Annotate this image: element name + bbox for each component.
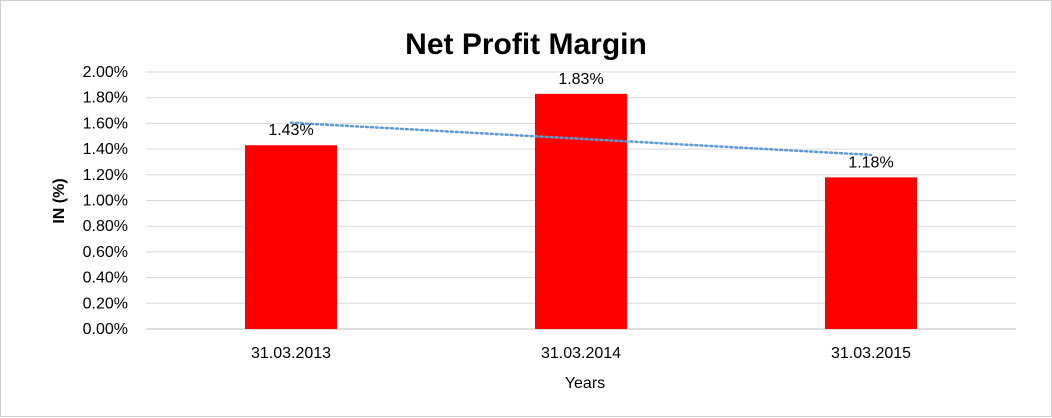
y-tick-label: 1.20% [83,167,128,184]
x-tick-label: 31.03.2014 [541,345,621,362]
bar [825,177,917,329]
chart-title: Net Profit Margin [405,28,647,61]
y-tick-label: 1.60% [83,115,128,132]
data-label: 1.18% [848,154,893,171]
trendline [289,121,873,157]
y-tick-label: 0.60% [83,244,128,261]
x-axis-label: Years [565,375,605,392]
y-tick-label: 1.40% [83,141,128,158]
y-axis-label: IN (%) [51,178,68,223]
data-label: 1.83% [558,71,603,88]
y-tick-label: 2.00% [83,64,128,81]
data-label: 1.43% [268,122,313,139]
y-tick-label: 1.80% [83,90,128,107]
y-tick-label: 0.40% [83,270,128,287]
bar [245,145,337,329]
bar [535,93,627,329]
x-tick-label: 31.03.2015 [831,345,911,362]
x-tick-label: 31.03.2013 [251,345,331,362]
y-tick-label: 0.00% [83,321,128,338]
y-tick-label: 0.20% [83,295,128,312]
y-tick-label: 1.00% [83,193,128,210]
y-tick-label: 0.80% [83,218,128,235]
